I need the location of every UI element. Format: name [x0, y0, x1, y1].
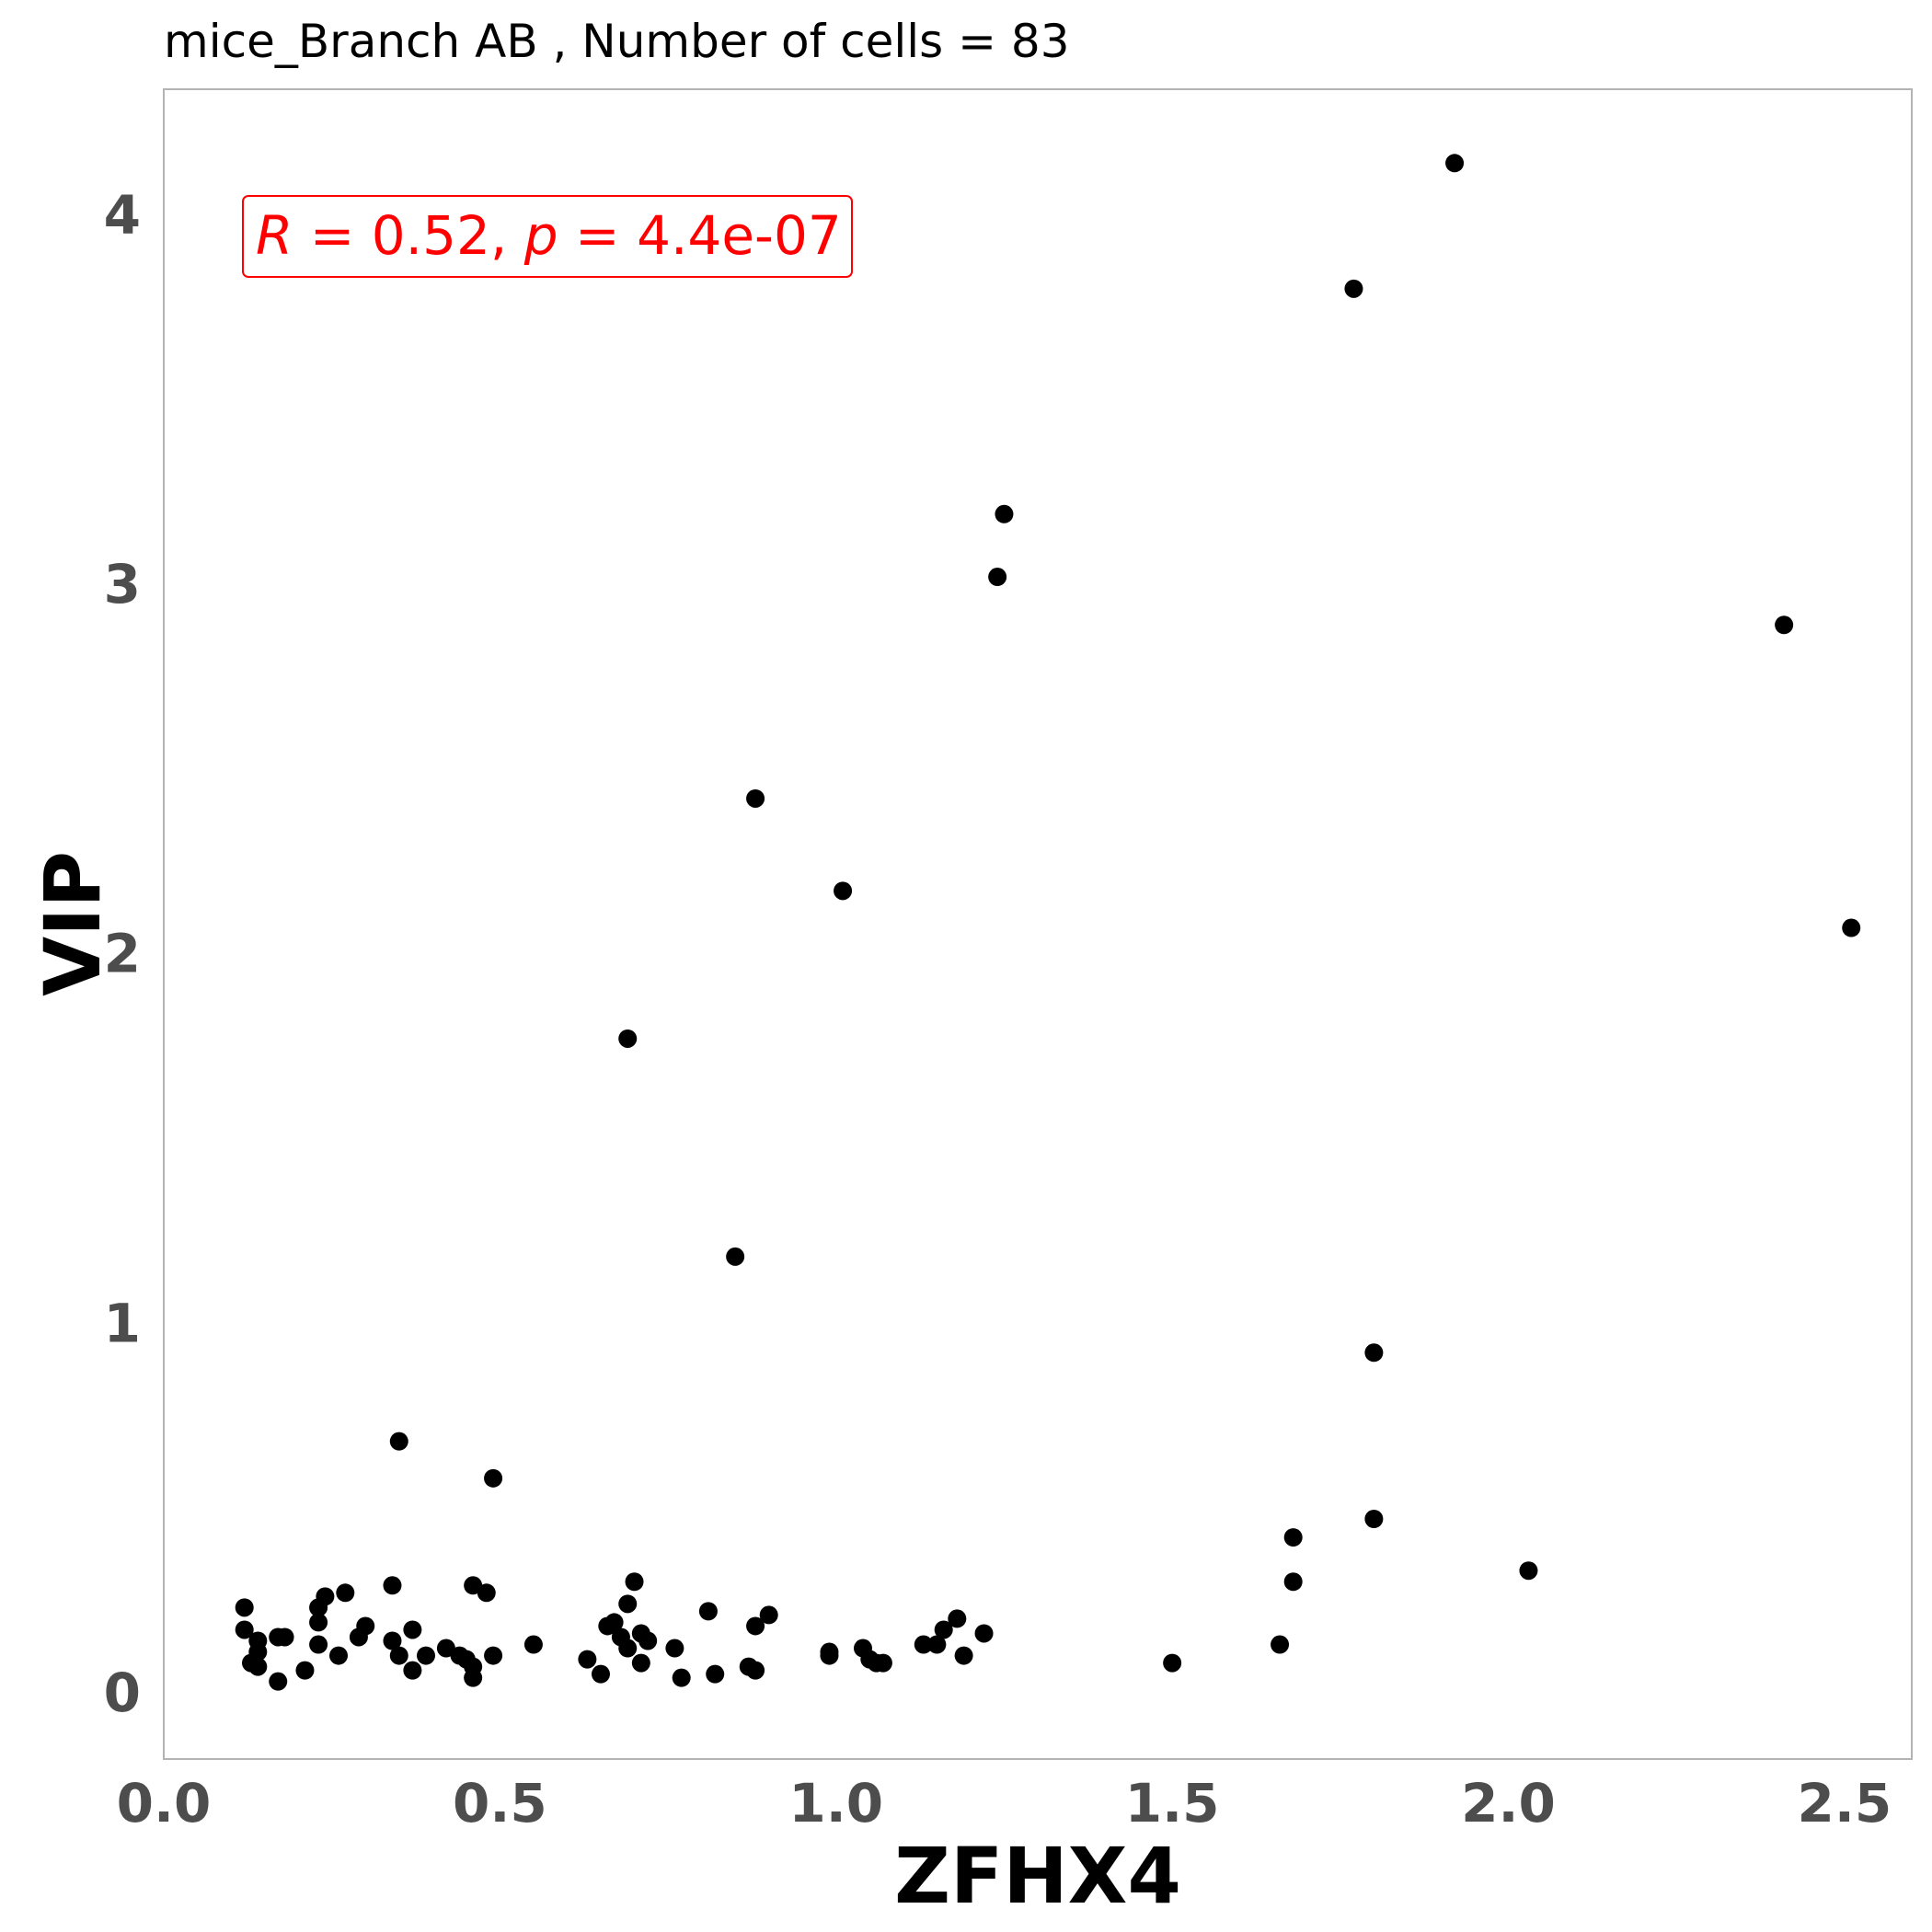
annotation-box — [242, 195, 853, 278]
data-point — [389, 1646, 408, 1665]
annotation-r-value: = 0.52, — [293, 204, 523, 267]
x-tick-labels: 0.0 0.5 1.0 1.5 2.0 2.5 — [117, 1772, 1892, 1834]
y-tick-label: 3 — [104, 553, 141, 615]
data-point — [746, 1616, 765, 1636]
data-point — [974, 1624, 994, 1643]
data-point — [477, 1583, 496, 1603]
data-point — [1519, 1561, 1538, 1581]
data-point — [578, 1650, 597, 1669]
data-point — [1163, 1653, 1182, 1673]
data-point — [665, 1639, 684, 1658]
annotation-text: R = 0.52, p = 4.4e-07 — [256, 204, 842, 267]
data-point — [309, 1635, 328, 1654]
x-tick-label: 2.5 — [1798, 1772, 1892, 1834]
data-point — [269, 1627, 288, 1647]
data-points — [235, 154, 1861, 1691]
data-point — [1271, 1635, 1290, 1654]
data-point — [592, 1664, 610, 1684]
correlation-annotation: R = 0.52, p = 4.4e-07 — [242, 195, 853, 278]
data-point — [698, 1602, 718, 1621]
data-point — [383, 1576, 402, 1595]
data-point — [349, 1627, 368, 1647]
chart-title: mice_Branch AB , Number of cells = 83 — [164, 15, 1070, 68]
data-point — [834, 881, 853, 901]
data-point — [1842, 918, 1861, 937]
x-axis-label: ZFHX4 — [894, 1831, 1181, 1921]
data-point — [436, 1639, 455, 1658]
data-point — [672, 1668, 691, 1687]
data-point — [389, 1432, 408, 1451]
data-point — [638, 1631, 658, 1650]
data-point — [464, 1668, 483, 1687]
y-tick-label: 1 — [104, 1292, 141, 1354]
data-point — [309, 1598, 328, 1617]
data-point — [1775, 615, 1794, 635]
data-point — [914, 1635, 933, 1654]
data-point — [867, 1653, 886, 1673]
data-point — [523, 1635, 543, 1654]
data-point — [309, 1613, 328, 1632]
data-point — [927, 1635, 947, 1654]
data-point — [631, 1653, 650, 1673]
data-point — [988, 568, 1007, 587]
data-point — [235, 1620, 254, 1639]
annotation-r-symbol: R — [256, 204, 293, 267]
data-point — [269, 1672, 288, 1691]
data-point — [1344, 279, 1363, 298]
data-point — [383, 1631, 402, 1650]
data-point — [336, 1583, 355, 1603]
data-point — [948, 1609, 967, 1628]
data-point — [1283, 1572, 1303, 1592]
x-tick-label: 0.5 — [453, 1772, 547, 1834]
data-point — [759, 1605, 778, 1625]
data-point — [820, 1646, 839, 1665]
data-point — [484, 1468, 503, 1488]
data-point — [1445, 154, 1465, 173]
data-point — [598, 1616, 617, 1636]
data-point — [625, 1572, 644, 1592]
data-point — [329, 1646, 348, 1665]
data-point — [618, 1029, 638, 1048]
data-point — [417, 1646, 435, 1665]
data-point — [1364, 1509, 1384, 1528]
y-tick-labels: 0 1 2 3 4 — [104, 184, 141, 1724]
data-point — [235, 1598, 254, 1617]
data-point — [726, 1247, 745, 1266]
x-tick-label: 0.0 — [117, 1772, 212, 1834]
data-point — [618, 1639, 638, 1658]
data-point — [746, 1661, 765, 1680]
data-point — [995, 504, 1014, 523]
annotation-p-value: = 4.4e-07 — [558, 204, 842, 267]
data-point — [934, 1620, 953, 1639]
y-tick-label: 2 — [104, 923, 141, 985]
x-tick-label: 1.5 — [1125, 1772, 1220, 1834]
x-tick-label: 1.0 — [788, 1772, 883, 1834]
data-point — [1364, 1343, 1384, 1363]
y-tick-label: 4 — [104, 184, 141, 247]
plot-frame — [163, 88, 1913, 1760]
data-point — [403, 1620, 422, 1639]
data-point — [1283, 1528, 1303, 1547]
annotation-p-symbol: p — [523, 204, 558, 267]
data-point — [954, 1646, 973, 1665]
data-point — [618, 1594, 638, 1614]
y-axis-label: VIP — [28, 851, 118, 996]
data-point — [746, 788, 765, 808]
data-point — [295, 1661, 315, 1680]
data-point — [706, 1664, 725, 1684]
data-point — [484, 1646, 503, 1665]
y-tick-label: 0 — [104, 1662, 141, 1724]
data-point — [248, 1657, 268, 1676]
data-point — [464, 1576, 483, 1595]
x-tick-label: 2.0 — [1461, 1772, 1556, 1834]
data-point — [403, 1661, 422, 1680]
